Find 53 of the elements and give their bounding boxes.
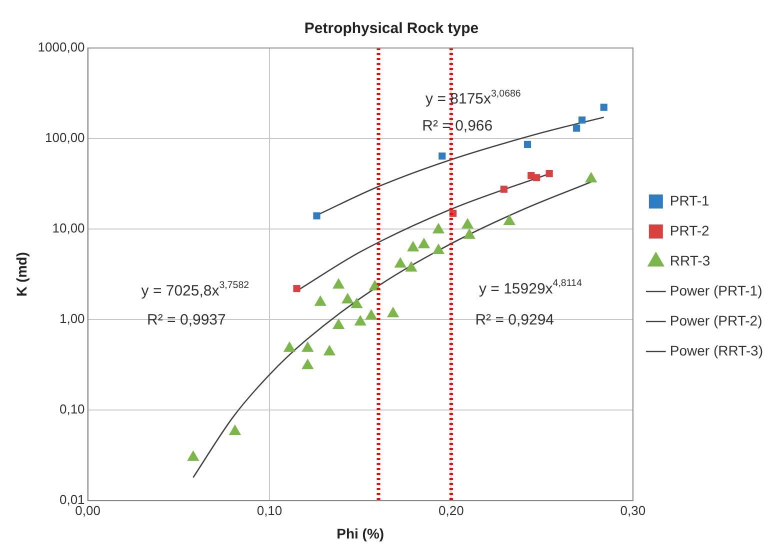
point	[302, 341, 314, 352]
annotation: R² = 0,966	[422, 117, 493, 134]
point	[524, 140, 532, 148]
point	[546, 170, 553, 178]
legend-label: RRT-3	[670, 252, 710, 268]
point	[405, 261, 418, 272]
legend-label: PRT-1	[670, 192, 710, 208]
x-tick-label: 0,30	[620, 502, 646, 518]
annotation: R² = 0,9937	[147, 312, 226, 329]
y-axis-title: K (md)	[13, 252, 30, 296]
x-axis-title: Phi (%)	[336, 525, 384, 542]
point	[406, 240, 420, 252]
point	[463, 228, 476, 239]
point	[533, 174, 540, 182]
point	[503, 214, 516, 226]
x-tick-label: 0,20	[438, 502, 464, 518]
point	[342, 292, 354, 304]
point	[432, 222, 445, 234]
point	[418, 238, 430, 248]
y-tick-label: 0,10	[59, 402, 85, 417]
y-tick-label: 1,00	[59, 311, 85, 326]
point	[302, 358, 314, 370]
point	[228, 424, 242, 435]
point	[365, 309, 378, 320]
y-tick-label: 1000,00	[38, 40, 85, 55]
point	[438, 152, 446, 160]
point	[332, 278, 345, 289]
point	[500, 186, 508, 193]
legend-label: Power (PRT-1)	[670, 282, 762, 298]
legend-label: Power (RRT-3)	[670, 342, 763, 358]
y-tick-label: 100,00	[45, 130, 85, 146]
point	[332, 318, 345, 329]
point	[432, 243, 445, 254]
x-tick-label: 0,10	[256, 502, 282, 518]
point	[394, 257, 406, 268]
chart-title: Petrophysical Rock type	[304, 20, 479, 38]
point	[323, 344, 336, 356]
point	[573, 124, 580, 132]
point	[314, 295, 326, 306]
y-tick-label: 10,00	[52, 220, 85, 236]
legend-label: Power (PRT-2)	[670, 312, 762, 328]
point	[354, 314, 366, 326]
point	[283, 341, 296, 352]
point	[578, 116, 586, 124]
point	[386, 306, 400, 318]
point	[187, 450, 200, 461]
point	[585, 172, 598, 182]
annotation: R² = 0,9294	[475, 312, 554, 329]
point	[350, 298, 363, 308]
point	[313, 212, 320, 220]
legend-label: PRT-2	[670, 222, 710, 238]
point	[600, 104, 608, 111]
point	[461, 218, 474, 228]
